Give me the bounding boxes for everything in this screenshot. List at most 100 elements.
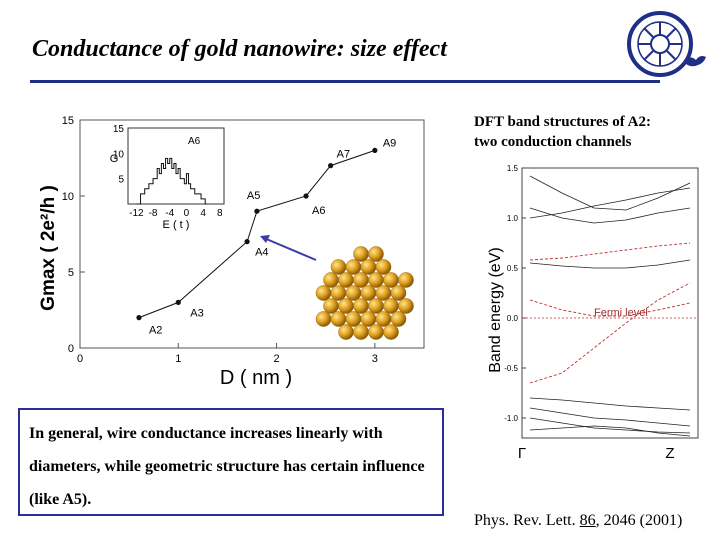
gold-atom <box>345 311 362 327</box>
gold-atom <box>330 311 347 327</box>
y-axis-label: Gmax ( 2e²/h ) <box>38 185 59 311</box>
band-y-axis-label: Band energy (eV) <box>487 247 504 372</box>
band-line <box>529 299 691 317</box>
university-logo <box>627 11 706 77</box>
x-tick-label: 2 <box>274 353 280 365</box>
gold-atom <box>315 311 332 327</box>
band-y-tick-label: 1.0 <box>507 214 519 223</box>
gold-atom <box>368 246 384 262</box>
data-point-label: A6 <box>312 205 325 217</box>
data-point-label: A7 <box>337 149 350 161</box>
gold-atom <box>360 285 377 301</box>
gold-atom <box>353 298 369 314</box>
inset-conductance-trace <box>136 157 208 205</box>
gold-atom <box>390 311 407 327</box>
gold-atom <box>368 298 384 314</box>
band-y-tick-label: 0.5 <box>507 264 519 273</box>
y-tick-label: 5 <box>68 267 74 279</box>
band-caption-line-2: two conduction channels <box>474 134 632 150</box>
gold-atom <box>383 324 399 340</box>
gold-atom <box>398 298 414 314</box>
title-underline <box>30 80 660 83</box>
band-line <box>529 175 691 211</box>
band-line <box>529 187 691 219</box>
band-line <box>529 417 691 434</box>
data-point <box>303 193 309 199</box>
inset-x-tick-label: 0 <box>184 208 190 219</box>
x-tick-label: 0 <box>77 353 83 365</box>
gold-atom <box>338 298 354 314</box>
inset-annotation: A6 <box>188 136 201 147</box>
inset-y-tick-label: 15 <box>113 124 125 135</box>
band-y-tick-label: 0.0 <box>507 314 519 323</box>
inset-x-tick-label: 8 <box>217 208 223 219</box>
band-line <box>529 207 691 224</box>
reference-volume: 86 <box>579 512 596 529</box>
data-point <box>328 163 334 169</box>
band-y-tick-label: 1.5 <box>507 164 519 173</box>
gold-atom <box>323 298 339 314</box>
inset-x-tick-label: -12 <box>129 208 144 219</box>
reference-citation: Phys. Rev. Lett. 86, 2046 (2001) <box>474 512 682 530</box>
inset-y-tick-label: 5 <box>118 175 124 186</box>
band-structure-caption: DFT band structures of A2: two conductio… <box>474 112 651 152</box>
gold-atom <box>330 259 347 275</box>
gold-atom <box>353 246 369 262</box>
gold-atom <box>353 324 369 340</box>
fermi-level-label: Fermi level <box>594 307 648 319</box>
gold-atom <box>368 324 384 340</box>
band-line <box>529 425 691 437</box>
y-tick-label: 10 <box>62 191 74 203</box>
gold-atom <box>345 285 362 301</box>
gold-atom <box>383 272 399 288</box>
data-point <box>254 208 260 214</box>
data-point-label: A5 <box>247 190 260 202</box>
gold-atom <box>315 285 332 301</box>
data-point <box>175 299 181 305</box>
gold-atom <box>338 272 354 288</box>
inset-x-tick-label: -8 <box>149 208 158 219</box>
data-point <box>372 147 378 153</box>
summary-note: In general, wire conductance increases l… <box>18 408 444 516</box>
band-x-tick-label-z: Z <box>665 445 674 462</box>
data-point-label: A4 <box>255 247 268 259</box>
data-point-label: A9 <box>383 137 396 149</box>
gold-atom <box>353 272 369 288</box>
gold-atom <box>375 311 392 327</box>
gold-atom <box>360 259 377 275</box>
band-line <box>529 397 691 411</box>
gold-atom <box>323 272 339 288</box>
band-line <box>529 407 691 427</box>
band-caption-line-1: DFT band structures of A2: <box>474 114 651 130</box>
x-axis-label: D ( nm ) <box>220 367 292 389</box>
band-y-tick-label: -0.5 <box>504 364 518 373</box>
inset-x-tick-label: -4 <box>165 208 174 219</box>
inset-y-axis-label: G <box>110 153 119 165</box>
gold-atom <box>360 311 377 327</box>
gold-atom <box>398 272 414 288</box>
y-tick-label: 15 <box>62 115 74 127</box>
gold-atom <box>330 285 347 301</box>
band-frame <box>521 167 699 439</box>
data-point <box>136 315 142 321</box>
gold-atom <box>383 298 399 314</box>
y-tick-label: 0 <box>68 343 74 355</box>
pointer-arrow-head <box>260 235 270 243</box>
x-tick-label: 1 <box>175 353 181 365</box>
data-point <box>244 239 250 245</box>
reference-details: , 2046 (2001) <box>595 512 683 529</box>
gold-atom <box>338 324 354 340</box>
inset-x-tick-label: 4 <box>200 208 206 219</box>
gold-atom <box>345 259 362 275</box>
gold-atom <box>375 285 392 301</box>
data-point-label: A3 <box>190 307 203 319</box>
band-y-tick-label: -1.0 <box>504 414 518 423</box>
band-line <box>529 242 691 261</box>
gold-atom <box>375 259 392 275</box>
plot-frame <box>79 119 425 349</box>
gold-atom <box>390 285 407 301</box>
gold-atom <box>368 272 384 288</box>
pointer-arrow-line <box>263 237 317 261</box>
x-tick-label: 3 <box>372 353 378 365</box>
